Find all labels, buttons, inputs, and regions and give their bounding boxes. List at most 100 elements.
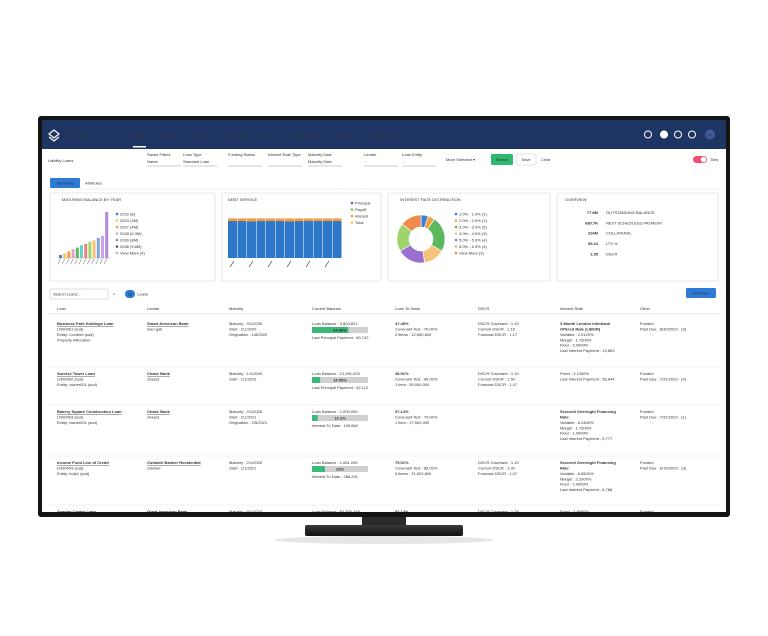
- nav-item[interactable]: Reports ▾: [338, 132, 355, 137]
- x-tick: [82, 258, 86, 265]
- cell-text[interactable]: Smart American Bank: [147, 321, 189, 326]
- tab[interactable]: Attributes: [85, 180, 102, 185]
- cell-text[interactable]: Chase Bank: [147, 409, 171, 414]
- bar-interest: [304, 218, 313, 222]
- more-selected[interactable]: More Selected ▾: [446, 157, 475, 162]
- search-button[interactable]: [491, 154, 513, 165]
- nav-icon[interactable]: [674, 130, 682, 139]
- filter-value[interactable]: Standard Loan: [183, 159, 209, 164]
- column-header: Other: [640, 306, 651, 311]
- overview-label: NEXT SCHEDULED PAYMENT: [606, 220, 663, 225]
- legend-swatch: [115, 225, 119, 229]
- bar-principal: [304, 221, 313, 258]
- cell-text: Last Interest Payment : 56,844: [560, 376, 615, 381]
- cell-text[interactable]: Great American Bank: [147, 509, 188, 514]
- cell-text: Current DSCR : 1.00: [478, 465, 516, 470]
- bar-principal: [247, 221, 256, 258]
- cell-text: Secured Overnight Financing: [560, 409, 616, 414]
- cell-text: Loan Balance : 1,661,095: [312, 460, 358, 465]
- cell-text: 57.14%: [395, 409, 409, 414]
- progress-label: 23%: [336, 466, 344, 471]
- clear-search[interactable]: ×: [113, 291, 116, 296]
- filter-label: Loan Type: [183, 152, 202, 157]
- legend-swatch: [454, 225, 458, 229]
- nav-icon[interactable]: [644, 130, 652, 139]
- cell-text: Interest To Date : 286,291: [312, 474, 359, 479]
- filter-value[interactable]: ...: [402, 159, 405, 164]
- cell-text: LN00092 (sud): [57, 376, 84, 381]
- legend-swatch: [454, 251, 458, 255]
- cell-text: Floor : 1.0000%: [560, 431, 589, 436]
- cell-text[interactable]: Sunrise Tower Loan: [57, 371, 95, 376]
- filter-label: Saved Filters: [147, 152, 170, 157]
- filter-value[interactable]: Name: [147, 159, 158, 164]
- column-header: Maturity: [229, 306, 243, 311]
- nav-icon[interactable]: [660, 130, 668, 139]
- cell-text[interactable]: Chase Bank: [147, 371, 171, 376]
- cell-text: 1 item : 55,000,000: [395, 382, 430, 387]
- cell-text: Offered Rate (LIBOR): [560, 326, 601, 331]
- cell-text[interactable]: Income Fund Line of Credit: [57, 460, 109, 465]
- tab-active[interactable]: [50, 178, 80, 188]
- x-tick: [74, 258, 78, 265]
- nav-icon[interactable]: [688, 130, 696, 139]
- cell-text[interactable]: Coldwell Banker Residential: [147, 460, 201, 465]
- legend-swatch: [115, 245, 119, 248]
- card-title: INTEREST RATE DISTRIBUTION: [400, 197, 461, 202]
- filter-value[interactable]: ...: [364, 159, 367, 164]
- nav-item[interactable]: Configuration: [372, 132, 396, 137]
- legend-label: 2.0% - 2.9% (1): [459, 218, 487, 223]
- bar: [96, 237, 100, 258]
- legend-label[interactable]: View More (3): [459, 250, 484, 255]
- cell-text: LN00061 (sud): [57, 326, 84, 331]
- column-header: Loan: [57, 306, 66, 311]
- bar-principal: [237, 221, 247, 258]
- x-tick: [103, 258, 107, 265]
- card-title: DEBT SERVICE: [228, 197, 258, 202]
- nav-item[interactable]: Search ▾: [262, 132, 278, 137]
- nav-item[interactable]: Collateral: [158, 132, 175, 137]
- cell-text: Loan Balance : 1,000,000: [312, 409, 358, 414]
- clear-button[interactable]: Clear: [541, 157, 551, 162]
- legend-label[interactable]: View More (4): [120, 250, 145, 255]
- card: [49, 192, 216, 282]
- search-input[interactable]: [49, 288, 109, 300]
- nav-item[interactable]: Processing ▾: [296, 132, 319, 137]
- cell-text: Variable : 8.2460%: [560, 420, 594, 425]
- x-tick: [286, 260, 292, 268]
- nav-item[interactable]: Reminders: [228, 132, 247, 137]
- donut-segment: [401, 214, 422, 232]
- cell-text: Funded: [640, 509, 654, 514]
- cell-text: 2 items : 12,650,800: [395, 332, 432, 337]
- cell-text: Last Principal Payment : 52,112: [312, 385, 369, 390]
- x-tick: [229, 260, 235, 268]
- avatar[interactable]: [705, 129, 715, 140]
- bar: [80, 245, 83, 258]
- x-tick: [91, 258, 95, 265]
- x-tick: [61, 258, 65, 265]
- bar-interest: [275, 218, 285, 222]
- add-button[interactable]: [686, 288, 716, 298]
- cell-text: Last Interest Payment : 13,863: [560, 348, 615, 353]
- cell-text: Covenant Test : 85.00%: [395, 465, 438, 470]
- cell-text: 47.48%: [395, 321, 409, 326]
- cell-text: DSCR Covenant : 1.10: [478, 321, 519, 326]
- nav-item[interactable]: Covenants: [194, 132, 213, 137]
- cell-text: Maturity : 1/1/2040: [229, 371, 263, 376]
- cell-text[interactable]: Bakery Square Construction Loan: [57, 409, 122, 414]
- bar-principal: [285, 221, 294, 258]
- legend-swatch: [115, 212, 119, 216]
- filter-value[interactable]: Maturity Date: [308, 159, 333, 164]
- cell-text[interactable]: Business Park Holdings Loan: [57, 321, 114, 326]
- x-tick: [87, 258, 91, 265]
- legend-swatch: [454, 212, 458, 216]
- cell-text: Funded: [640, 409, 654, 414]
- filter-label: Maturity Date: [308, 152, 333, 157]
- nav-item[interactable]: Loans: [133, 132, 146, 137]
- column-header: Loan To Value: [395, 306, 421, 311]
- legend-label: 4.0% - 4.9% (3): [459, 231, 487, 236]
- column-header: Interest Rate: [560, 306, 584, 311]
- cell-text[interactable]: Apache Centre Loan: [57, 509, 96, 514]
- save-button[interactable]: [515, 153, 537, 166]
